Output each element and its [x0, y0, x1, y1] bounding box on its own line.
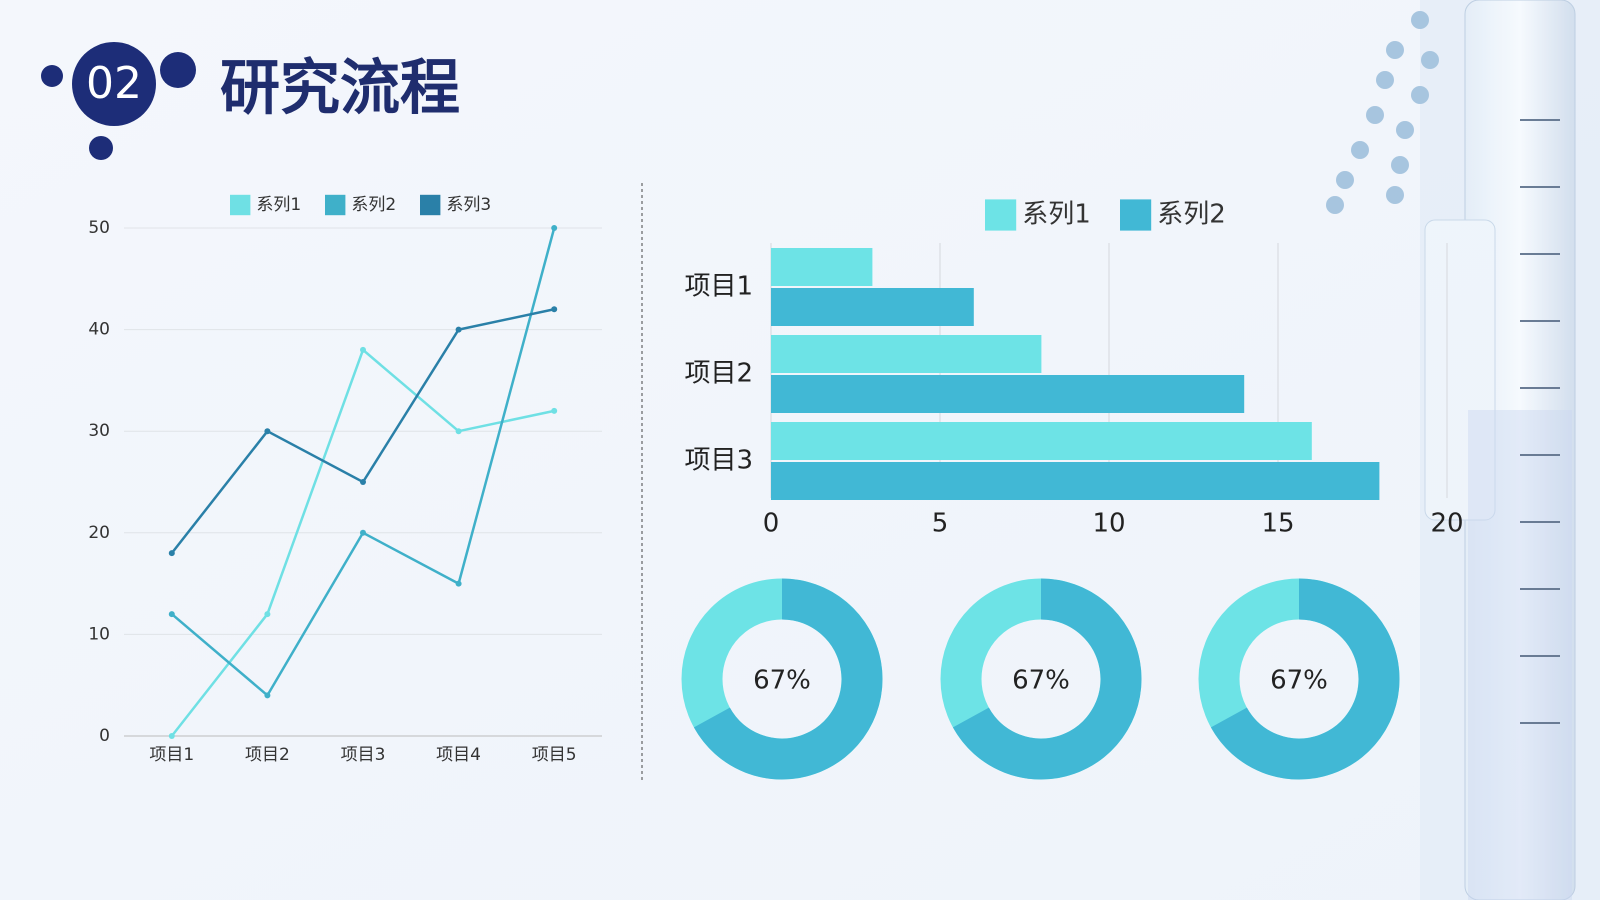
legend-swatch	[230, 194, 251, 216]
y-tick-label: 0	[99, 726, 110, 746]
legend-swatch	[325, 194, 346, 216]
legend-label: 系列2	[1157, 200, 1226, 230]
legend-label: 系列2	[351, 195, 396, 215]
x-tick-label: 5	[932, 509, 949, 539]
y-tick-label: 50	[88, 218, 110, 238]
section-title: 研究流程	[220, 54, 460, 124]
point	[168, 550, 175, 557]
bar	[771, 422, 1312, 460]
point	[551, 306, 558, 313]
dot	[41, 65, 63, 87]
point	[264, 611, 271, 618]
point	[455, 326, 462, 333]
bar	[771, 288, 974, 326]
legend-label: 系列3	[446, 195, 491, 215]
point	[360, 479, 366, 485]
legend-label: 系列1	[256, 195, 301, 215]
y-tick-label: 20	[88, 523, 110, 543]
x-tick-label: 项目1	[149, 745, 194, 765]
legend-swatch	[420, 194, 441, 216]
dot	[89, 136, 113, 160]
point	[551, 407, 558, 414]
donut-segment	[693, 578, 883, 780]
x-tick-label: 项目3	[341, 745, 386, 765]
donut-segment	[1210, 578, 1400, 780]
legend-swatch	[985, 199, 1017, 231]
y-tick-label: 项目1	[684, 272, 753, 302]
legend-swatch	[1120, 199, 1152, 231]
y-tick-label: 30	[88, 421, 110, 441]
donut-label: 67%	[1012, 666, 1070, 696]
point	[264, 692, 271, 699]
point	[455, 428, 462, 435]
x-tick-label: 15	[1261, 509, 1294, 539]
bar	[771, 248, 873, 286]
y-tick-label: 40	[88, 320, 110, 340]
donut-label: 67%	[1270, 666, 1328, 696]
x-tick-label: 项目4	[436, 745, 481, 765]
y-tick-label: 项目3	[684, 446, 753, 476]
y-tick-label: 项目2	[684, 359, 753, 389]
bar	[771, 335, 1042, 373]
section-number: 02	[86, 58, 142, 109]
x-tick-label: 0	[763, 509, 780, 539]
header: 02 研究流程	[41, 42, 460, 160]
x-tick-label: 项目5	[532, 745, 577, 765]
dot	[160, 52, 196, 88]
x-tick-label: 项目2	[245, 745, 290, 765]
bar	[771, 375, 1245, 413]
legend-label: 系列1	[1022, 200, 1091, 230]
x-tick-label: 10	[1092, 509, 1125, 539]
donut-segment	[952, 578, 1142, 780]
lab-decoration	[1326, 0, 1600, 900]
number-badge	[72, 42, 156, 126]
point	[168, 611, 175, 618]
point	[455, 580, 462, 587]
point	[264, 428, 271, 435]
bar	[771, 462, 1380, 500]
x-tick-label: 20	[1430, 509, 1463, 539]
y-tick-label: 10	[88, 624, 110, 644]
point	[168, 733, 175, 739]
donut-label: 67%	[753, 666, 811, 696]
point	[360, 346, 366, 353]
point	[360, 529, 366, 536]
point	[551, 225, 558, 231]
